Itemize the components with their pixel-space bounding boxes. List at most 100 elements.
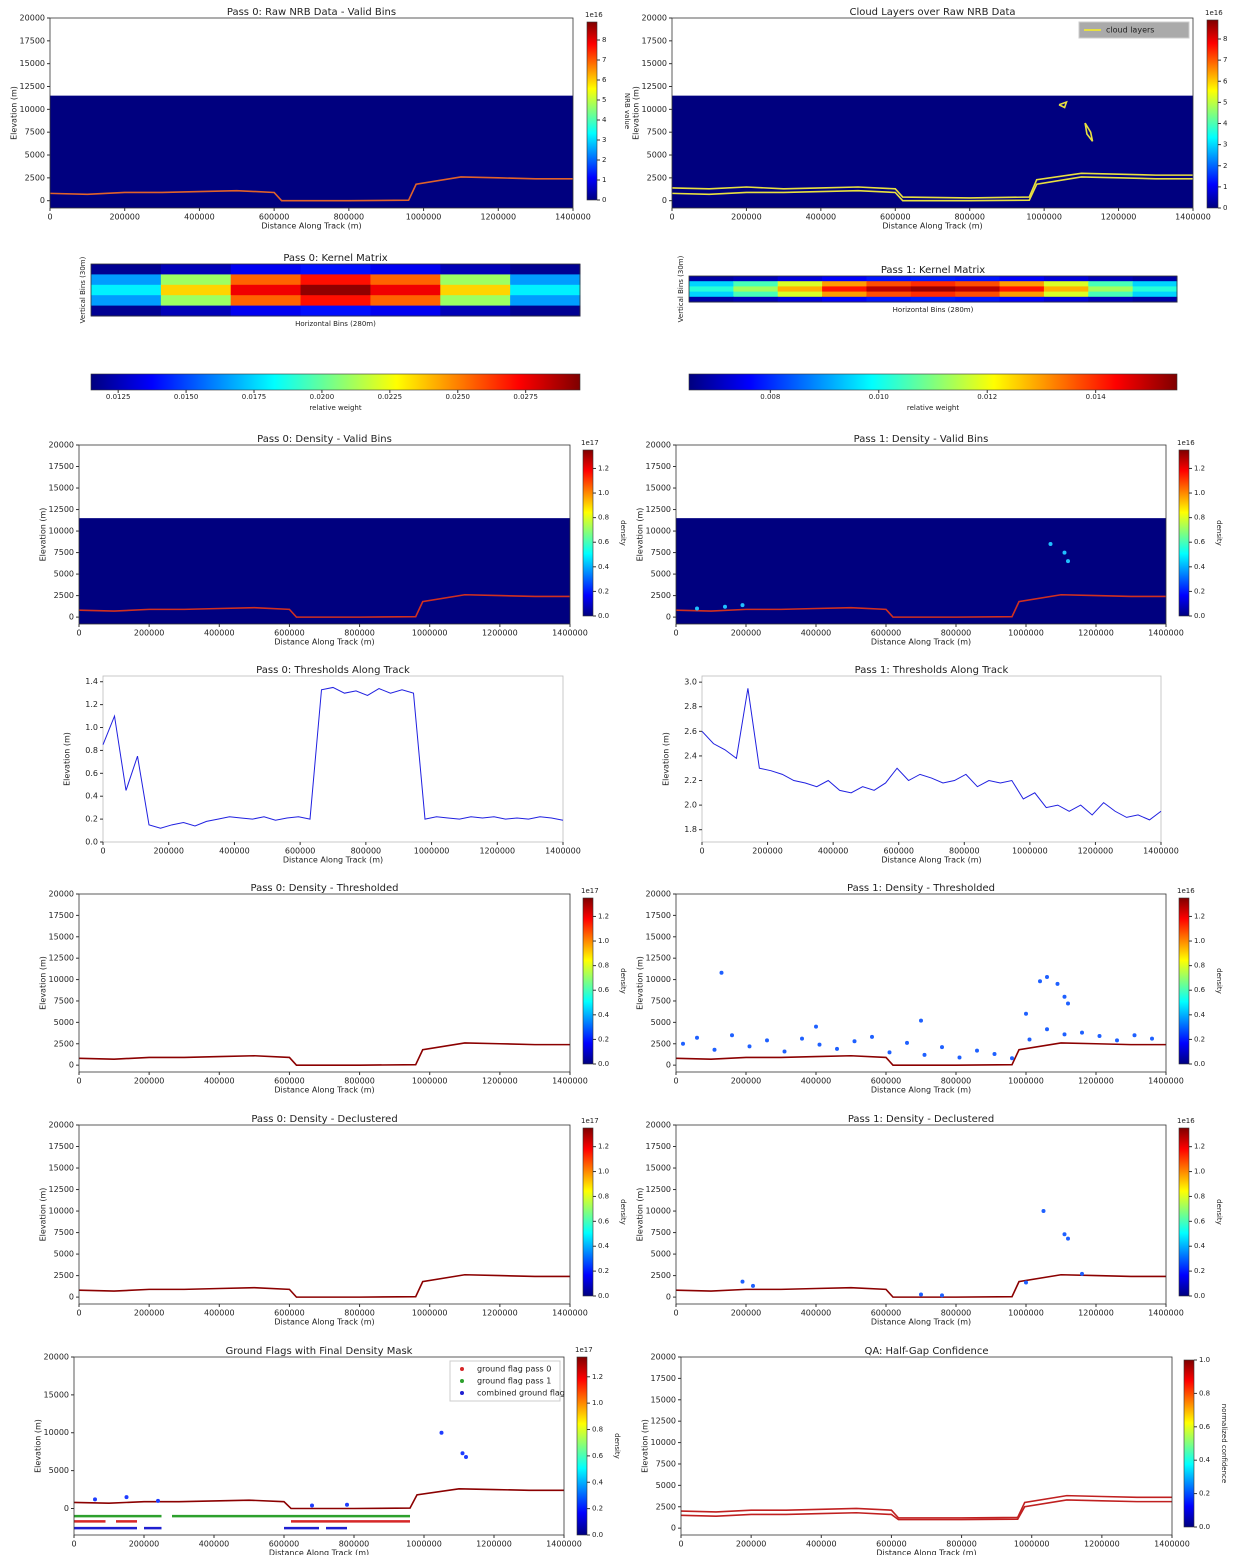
x-tick-label: 0 — [71, 1540, 76, 1549]
density-blob — [1132, 1033, 1137, 1038]
kernel-cell — [1043, 291, 1089, 298]
y-tick-label: 17500 — [49, 911, 74, 920]
y-tick-label: 10000 — [44, 1428, 69, 1437]
x-tick-label: 200000 — [129, 1540, 160, 1549]
colorbar-tick-label: 0.0175 — [242, 393, 267, 401]
y-tick-label: 15000 — [49, 932, 74, 941]
y-tick-label: 0.8 — [85, 746, 98, 755]
y-tick-label: 1.2 — [85, 700, 98, 709]
colorbar-tick-label: 1.2 — [598, 464, 609, 472]
colorbar-tick-label: 0.4 — [1199, 1456, 1211, 1464]
y-tick-label: 20000 — [646, 1121, 671, 1130]
colorbar-tick-label: 0.4 — [598, 1011, 610, 1019]
y-tick-label: 0 — [69, 613, 74, 622]
x-tick-label: 1400000 — [1143, 847, 1179, 856]
x-axis-label: Horizontal Bins (280m) — [295, 320, 376, 328]
colorbar-tick-label: 1 — [1223, 183, 1227, 191]
kernel-cell — [689, 296, 734, 303]
x-tick-label: 400000 — [204, 1309, 235, 1318]
density-blob — [1048, 541, 1053, 546]
colorbar-tick-label: 0.4 — [598, 1242, 610, 1250]
y-tick-label: 15000 — [646, 1164, 671, 1173]
y-axis-label: Elevation (m) — [34, 1419, 43, 1473]
density-blob — [124, 1495, 129, 1500]
legend-label: ground flag pass 1 — [477, 1377, 551, 1386]
colorbar-label: NRB value — [623, 93, 631, 129]
x-tick-label: 1000000 — [412, 1309, 448, 1318]
density-blob — [1066, 559, 1070, 564]
kernel-cell — [300, 284, 371, 296]
colorbar-tick-label: 0.8 — [1194, 962, 1205, 970]
y-tick-label: 12500 — [49, 954, 74, 963]
layer-line — [1084, 122, 1094, 142]
colorbar — [582, 449, 594, 617]
colorbar-tick-label: 8 — [1223, 35, 1227, 43]
y-tick-label: 2500 — [651, 591, 671, 600]
y-tick-label: 5000 — [651, 570, 671, 579]
valid-bins — [50, 95, 573, 208]
x-tick-label: 800000 — [949, 847, 980, 856]
kernel-cell — [1088, 276, 1134, 282]
kernel-cell — [910, 276, 956, 282]
colorbar-tick-label: 0.0150 — [174, 393, 199, 401]
colorbar-tick-label: 2 — [1223, 162, 1227, 170]
x-tick-label: 1400000 — [545, 847, 581, 856]
x-tick-label: 0 — [673, 629, 678, 638]
kernel-cell — [370, 274, 441, 286]
y-tick-label: 17500 — [646, 1142, 671, 1151]
colorbar-tick-label: 0 — [1223, 204, 1227, 212]
y-tick-label: 1.4 — [85, 677, 98, 686]
colorbar-tick-label: 2 — [602, 156, 606, 164]
kernel-cell — [230, 274, 302, 286]
colorbar — [582, 1127, 594, 1297]
kernel-cell — [510, 295, 581, 307]
y-tick-label: 5000 — [49, 1466, 69, 1475]
density-blob — [940, 1293, 944, 1298]
density-blob — [1062, 1232, 1067, 1237]
colorbar — [1206, 19, 1219, 209]
plot-area — [79, 1125, 570, 1304]
colorbar-tick-label: 0.4 — [1194, 1011, 1206, 1019]
x-tick-label: 200000 — [109, 213, 140, 222]
y-tick-label: 7500 — [54, 996, 74, 1005]
colorbar-tick-label: 0.010 — [869, 393, 889, 401]
chart-title: Pass 1: Density - Thresholded — [847, 883, 995, 894]
y-tick-label: 0 — [671, 1524, 676, 1533]
density-blob — [919, 1292, 923, 1297]
plot-area — [79, 894, 570, 1072]
layer-line — [78, 1273, 570, 1298]
density-blob — [723, 604, 727, 609]
density-blob — [1066, 1001, 1070, 1006]
layer-line — [675, 1042, 1166, 1066]
x-tick-label: 1200000 — [1078, 629, 1114, 638]
kernel-cell — [777, 296, 823, 303]
kernel-cell — [733, 291, 779, 298]
y-tick-label: 20000 — [20, 14, 45, 23]
colorbar — [576, 1356, 588, 1536]
x-tick-label: 400000 — [806, 1540, 837, 1549]
density-blob — [887, 1050, 892, 1055]
density-blob — [460, 1451, 465, 1456]
y-tick-label: 10000 — [646, 527, 671, 536]
density-blob — [1010, 1056, 1014, 1061]
plot-frame — [90, 263, 581, 317]
valid-bins — [672, 95, 1193, 208]
kernel-cell — [1043, 281, 1089, 287]
colorbar-tick-label: 0.8 — [1194, 1192, 1205, 1200]
y-axis-label: Elevation (m) — [662, 732, 671, 786]
x-tick-label: 400000 — [219, 847, 250, 856]
kernel-cell — [1043, 296, 1089, 303]
chart-title: Pass 1: Density - Declustered — [848, 1114, 994, 1125]
legend-swatch — [460, 1367, 464, 1371]
kernel-cell — [866, 281, 912, 287]
colorbar-tick-label: 1.2 — [1194, 1143, 1205, 1151]
x-tick-label: 800000 — [339, 1540, 370, 1549]
y-tick-label: 0 — [64, 1504, 69, 1513]
colorbar-tick-label: 0.6 — [598, 986, 610, 994]
y-axis-label: Vertical Bins (30m) — [677, 255, 685, 322]
colorbar — [1178, 897, 1190, 1065]
y-tick-label: 7500 — [656, 1459, 676, 1468]
x-tick-label: 600000 — [883, 847, 914, 856]
x-axis-label: Distance Along Track (m) — [881, 856, 981, 865]
kernel-cell — [999, 286, 1045, 293]
